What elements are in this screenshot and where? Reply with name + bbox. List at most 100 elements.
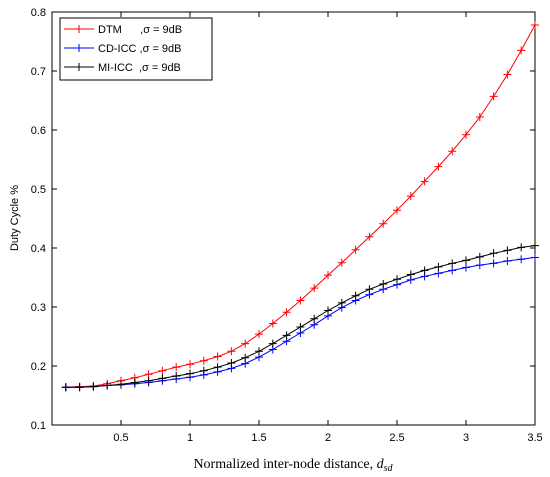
y-tick-label: 0.6 [31, 125, 46, 137]
data-point [351, 245, 360, 254]
data-point [531, 253, 539, 262]
data-point [475, 261, 484, 270]
data-point [475, 113, 484, 122]
y-tick-label: 0.7 [31, 66, 46, 78]
data-point [282, 308, 291, 317]
data-point [337, 298, 346, 307]
data-point [448, 259, 457, 268]
x-axis: 0.5 1 1.5 2 2.5 3 3.5 [113, 12, 543, 444]
data-point [213, 363, 222, 372]
legend-entry: DTM ,σ = 9dB [64, 24, 182, 36]
data-point [517, 255, 526, 264]
data-point [448, 266, 457, 275]
x-tick-label: 0.5 [113, 432, 128, 444]
data-point [489, 259, 498, 268]
data-point [117, 380, 125, 389]
data-point [255, 347, 263, 356]
y-tick-label: 0.3 [31, 302, 46, 314]
data-point [489, 92, 498, 101]
data-point [503, 70, 512, 79]
data-point [420, 177, 429, 186]
data-point [75, 383, 84, 392]
data-point [172, 372, 181, 381]
data-point [503, 246, 512, 255]
data-point [61, 383, 70, 392]
y-axis-label: Duty Cycle % [9, 185, 21, 251]
y-tick-label: 0.5 [31, 184, 46, 196]
data-point [406, 270, 415, 279]
data-point [227, 359, 236, 368]
data-point [186, 360, 194, 369]
plot-frame [51, 11, 536, 426]
data-point [379, 219, 388, 228]
data-point [462, 263, 470, 272]
data-point [89, 382, 98, 391]
x-tick-label: 1 [187, 432, 193, 444]
y-tick-label: 0.1 [31, 420, 46, 432]
data-point [158, 374, 167, 383]
legend-entry: CD-ICC ,σ = 9dB [64, 43, 182, 55]
plot-area: 0.5 1 1.5 2 2.5 3 3.5 0.1 0.2 0.3 0.4 0.5 0.6 0.7 0.8 [31, 7, 543, 444]
data-point [310, 284, 319, 293]
data-point [462, 130, 470, 139]
data-point [351, 291, 360, 300]
legend-label: DTM ,σ = 9dB [98, 24, 182, 36]
data-point [199, 366, 208, 375]
legend-entry: MI-ICC ,σ = 9dB [64, 62, 181, 74]
data-point [365, 232, 374, 241]
data-point [130, 378, 139, 387]
legend-entries: DTM ,σ = 9dB CD-ICC ,σ = 9dB MI-ICC ,σ = 9… [64, 24, 182, 74]
data-point [503, 256, 512, 265]
data-point [213, 352, 222, 361]
data-point [158, 366, 167, 375]
data-point [268, 319, 277, 328]
data-point [268, 339, 277, 348]
y-axis: 0.1 0.2 0.3 0.4 0.5 0.6 0.7 0.8 [31, 7, 535, 432]
legend-label: CD-ICC ,σ = 9dB [98, 43, 182, 55]
data-point [241, 339, 250, 348]
data-point [406, 192, 415, 201]
data-point [337, 258, 346, 267]
data-point [103, 381, 112, 390]
data-point [255, 330, 263, 339]
data-point [379, 279, 388, 288]
legend-swatch-marker [75, 44, 83, 52]
x-tick-label: 1.5 [251, 432, 266, 444]
data-point [144, 376, 153, 385]
data-point [517, 46, 526, 55]
legend: DTM ,σ = 9dB CD-ICC ,σ = 9dB MI-ICC ,σ = 9… [59, 17, 213, 81]
data-point [434, 262, 443, 271]
x-tick-label: 2 [325, 432, 331, 444]
data-point [199, 356, 208, 365]
x-tick-label: 3 [463, 432, 469, 444]
data-point [393, 275, 401, 284]
data-point [448, 147, 457, 156]
legend-swatch-marker [75, 25, 83, 33]
data-point [172, 363, 181, 372]
data-point [365, 285, 374, 294]
y-tick-label: 0.8 [31, 7, 46, 19]
y-tick-label: 0.2 [31, 361, 46, 373]
data-point [489, 249, 498, 258]
legend-label: MI-ICC ,σ = 9dB [98, 62, 181, 74]
x-axis-label: Normalized inter-node distance, dsd [193, 457, 393, 474]
data-point [531, 20, 539, 29]
data-point [296, 296, 305, 305]
data-point [186, 369, 194, 378]
data-point [241, 353, 250, 362]
data-point [420, 266, 429, 275]
data-point [517, 243, 526, 252]
legend-box [59, 17, 213, 81]
legend-swatch-marker [75, 63, 83, 71]
data-point [393, 206, 401, 215]
data-point [324, 271, 332, 280]
data-point [434, 162, 443, 171]
y-tick-label: 0.4 [31, 243, 46, 255]
x-tick-label: 3.5 [527, 432, 542, 444]
series-2 [61, 241, 539, 392]
data-point [475, 252, 484, 261]
data-point [296, 323, 305, 332]
data-point [531, 241, 539, 250]
data-point [462, 256, 470, 265]
